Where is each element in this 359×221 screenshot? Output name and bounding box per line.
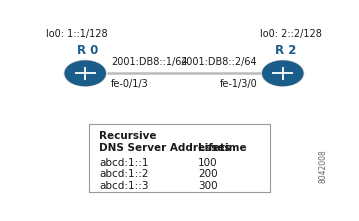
Text: DNS Server Addresses: DNS Server Addresses bbox=[99, 143, 231, 153]
Text: 200: 200 bbox=[198, 169, 218, 179]
Circle shape bbox=[64, 61, 106, 86]
Circle shape bbox=[262, 60, 304, 86]
Text: 2001:DB8::1/64: 2001:DB8::1/64 bbox=[111, 57, 187, 67]
FancyBboxPatch shape bbox=[89, 124, 270, 192]
Text: 8042008: 8042008 bbox=[318, 149, 327, 183]
Text: R 2: R 2 bbox=[275, 44, 296, 57]
Circle shape bbox=[64, 60, 106, 86]
Text: R 0: R 0 bbox=[77, 44, 99, 57]
Text: 300: 300 bbox=[198, 181, 218, 191]
Text: 100: 100 bbox=[198, 158, 218, 168]
Text: Lifetime: Lifetime bbox=[198, 143, 247, 153]
Text: fe-1/3/0: fe-1/3/0 bbox=[219, 79, 257, 89]
Text: Recursive: Recursive bbox=[99, 131, 157, 141]
Text: abcd:1::2: abcd:1::2 bbox=[99, 169, 149, 179]
Text: abcd:1::1: abcd:1::1 bbox=[99, 158, 149, 168]
Text: abcd:1::3: abcd:1::3 bbox=[99, 181, 149, 191]
Text: fe-0/1/3: fe-0/1/3 bbox=[111, 79, 149, 89]
Circle shape bbox=[262, 61, 304, 86]
Text: lo0: 1::1/128: lo0: 1::1/128 bbox=[46, 29, 108, 39]
Circle shape bbox=[263, 61, 303, 86]
Text: lo0: 2::2/128: lo0: 2::2/128 bbox=[260, 29, 322, 39]
Text: 2001:DB8::2/64: 2001:DB8::2/64 bbox=[181, 57, 257, 67]
Circle shape bbox=[65, 61, 105, 86]
